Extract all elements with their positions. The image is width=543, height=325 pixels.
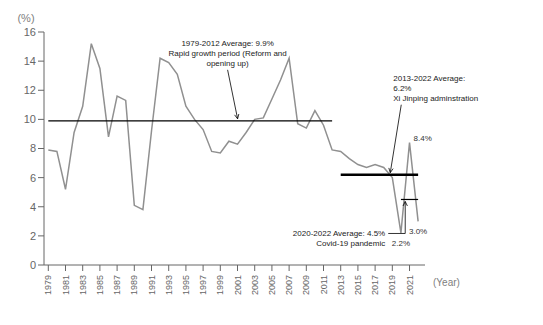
svg-text:16: 16 xyxy=(24,26,36,38)
svg-text:2013-2022 Average:6.2%Xi Jinpi: 2013-2022 Average:6.2%Xi Jinping adminst… xyxy=(393,74,478,103)
svg-text:(%): (%) xyxy=(17,12,34,24)
svg-text:2020-2022 Average: 4.5%Covid-1: 2020-2022 Average: 4.5%Covid-19 pandemic xyxy=(293,229,385,248)
svg-text:4: 4 xyxy=(30,201,36,213)
svg-text:3.0%: 3.0% xyxy=(409,227,427,236)
svg-text:0: 0 xyxy=(30,259,36,271)
svg-text:1989: 1989 xyxy=(129,275,139,295)
svg-text:2011: 2011 xyxy=(319,275,329,294)
svg-text:1991: 1991 xyxy=(147,275,157,295)
svg-text:2017: 2017 xyxy=(370,275,380,295)
svg-text:1983: 1983 xyxy=(78,275,88,295)
svg-text:2021: 2021 xyxy=(405,275,415,295)
svg-text:2019: 2019 xyxy=(387,275,397,295)
svg-text:2005: 2005 xyxy=(267,275,277,295)
svg-text:8.4%: 8.4% xyxy=(414,134,432,143)
svg-text:1979: 1979 xyxy=(43,275,53,295)
svg-text:2009: 2009 xyxy=(301,275,311,295)
svg-text:2015: 2015 xyxy=(353,275,363,295)
svg-text:1993: 1993 xyxy=(164,275,174,295)
svg-text:1979-2012 Average: 9.9%Rapid g: 1979-2012 Average: 9.9%Rapid growth peri… xyxy=(168,39,286,68)
svg-text:10: 10 xyxy=(24,113,36,125)
svg-text:2001: 2001 xyxy=(233,275,243,295)
svg-text:(Year): (Year) xyxy=(433,277,460,288)
svg-text:2013: 2013 xyxy=(336,275,346,295)
svg-text:1995: 1995 xyxy=(181,275,191,295)
svg-text:1985: 1985 xyxy=(95,275,105,295)
svg-text:2003: 2003 xyxy=(250,275,260,295)
svg-text:1987: 1987 xyxy=(112,275,122,295)
svg-text:6: 6 xyxy=(30,172,36,184)
svg-text:1999: 1999 xyxy=(215,275,225,295)
svg-text:12: 12 xyxy=(24,84,36,96)
svg-text:1981: 1981 xyxy=(61,275,71,295)
svg-text:8: 8 xyxy=(30,142,36,154)
svg-text:2: 2 xyxy=(30,230,36,242)
svg-text:1997: 1997 xyxy=(198,275,208,295)
svg-text:2.2%: 2.2% xyxy=(392,239,410,248)
svg-text:14: 14 xyxy=(24,55,36,67)
svg-text:2007: 2007 xyxy=(284,275,294,295)
